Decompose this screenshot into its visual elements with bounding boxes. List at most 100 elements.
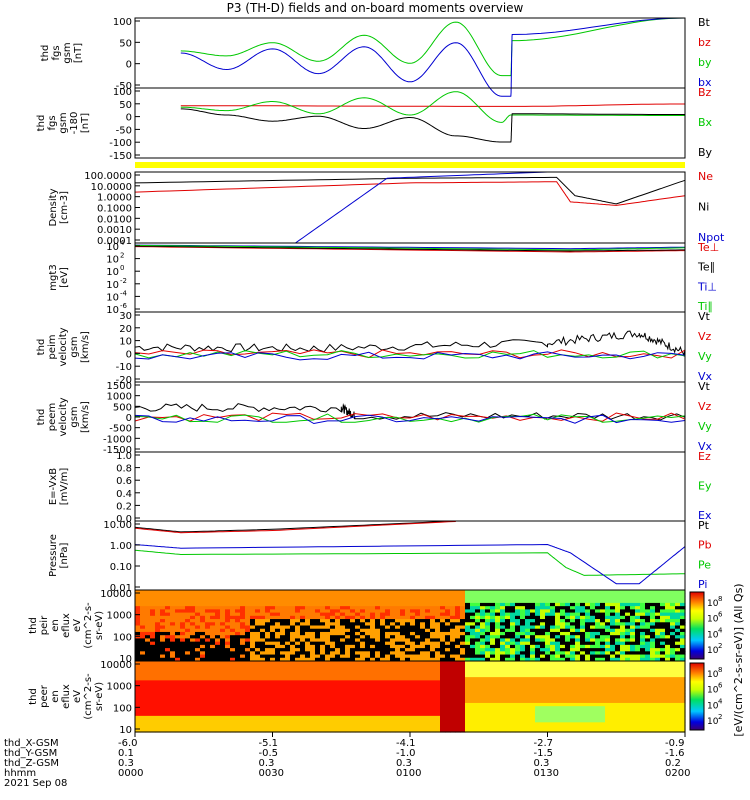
ylabel-line: eflux [61, 613, 72, 638]
series-fgs-gsm-rot-1 [180, 91, 685, 123]
ytick-label: 10.0000 [91, 182, 132, 193]
ytick-label: -100 [109, 138, 132, 149]
legend-ti∥: Ti∥ [697, 300, 713, 313]
panel-efield: 1.0 0.80.6 0.40.2 0.0 E=-VxB [mV/m] Ez Ey Ex [48, 450, 712, 525]
colorbar-tick-exp: 4 [718, 626, 723, 634]
orbit-value-x: -4.1 [396, 738, 416, 749]
ytick-label: -1000 [103, 434, 132, 445]
series-density-1 [134, 176, 686, 205]
ytick-label: 100 [113, 87, 132, 98]
ytick-label: -500 [109, 424, 132, 435]
colorbar-tick: 10 [707, 615, 719, 625]
orbit-value-z: 0.2 [665, 758, 681, 769]
panel-fgs-gsm: 100 50 0 -50 thd fgs gsm [nT] Bt bz by bx [40, 16, 712, 97]
colorbar-label: [eV/(cm^2-s-sr-eV)] (All Qs) [732, 583, 745, 736]
ytick-label: 1000 [107, 392, 132, 403]
orbit-value-y: -1.5 [533, 748, 554, 759]
series-fgs-gsm-rot-2 [180, 108, 685, 143]
ylabel-line: E=-VxB [48, 468, 59, 505]
ytick-label: -150 [109, 151, 132, 162]
orbit-value-z: 0.3 [258, 758, 275, 769]
legend-ne: Ne [698, 170, 713, 183]
legend-ti⊥: Ti⊥ [697, 280, 717, 293]
ytick-label: 0.0100 [97, 214, 132, 225]
orbit-value-y: -1.0 [396, 748, 416, 759]
orbit-row-label: thd_X-GSM [4, 738, 59, 749]
ytick-label: 0.0001 [97, 236, 132, 247]
orbit-value-x: -5.1 [258, 738, 279, 749]
ytick-label: 1500 [107, 381, 132, 392]
ytick-exp: 2 [120, 252, 124, 260]
colorbar-tick: 10 [707, 701, 719, 711]
ytick-label: 10000 [100, 589, 132, 600]
ytick-label: 10 [119, 654, 132, 665]
ytick-label: 0.8 [116, 464, 132, 475]
ylabel-line: peem [47, 403, 58, 431]
series-peem-velocity-1 [134, 412, 686, 422]
panel-peer-eflux: 10000 1000 100 10 thd peer en eflux eV (cm^2-s-sr… [28, 660, 686, 736]
ytick-label: 10.00 [103, 520, 132, 531]
series-moms-temp-1 [134, 245, 685, 252]
panel-peir-eflux: 10000 1000 100 10 thd peir en eflux eV (cm^2-s-sr… [28, 589, 686, 665]
legend-vz: Vz [698, 330, 712, 343]
ylabel-line: Pressure [48, 534, 59, 577]
series-peem-velocity-2 [134, 413, 686, 423]
legend-ex: Ex [698, 509, 712, 522]
panel-fgs-gsm-rot: 100 50 0-50 -100 -150 thd fgs gsm -180 [nT] Bz Bx By [36, 86, 713, 162]
colorbar-tick: 10 [707, 686, 719, 696]
ylabel-line: velocity [58, 327, 69, 366]
legend-vz: Vz [698, 400, 712, 413]
ytick-label: 100 [113, 632, 132, 643]
legend-bt: Bt [698, 16, 711, 29]
ylabel-line: eV [72, 619, 83, 632]
ytick-label: 1.00 [110, 541, 132, 552]
orbit-value-y: -1.6 [665, 748, 685, 759]
ylabel-line: [km/s] [80, 331, 91, 363]
series-density-0 [134, 181, 686, 206]
ytick-label: 10 [106, 255, 119, 266]
ytick-exp: 4 [120, 239, 125, 247]
ytick-label: 1000 [107, 682, 132, 693]
ylabel-line: eV [72, 690, 83, 703]
orbit-value-hhmm: 0100 [396, 768, 422, 779]
ytick-label: 0.10 [110, 562, 132, 573]
ylabel-line: thd [36, 409, 47, 426]
ylabel-line: [nT] [80, 113, 91, 133]
colorbar-tick-exp: 8 [718, 595, 722, 603]
legend-pt: Pt [698, 519, 710, 532]
ytick-label: 100 [113, 703, 132, 714]
ylabel-line: peer [39, 684, 50, 708]
orbit-value-x: -0.9 [665, 738, 685, 749]
orbit-value-hhmm: 0030 [258, 768, 284, 779]
ylabel-line: Density [48, 188, 59, 226]
orbit-value-z: 0.3 [396, 758, 412, 769]
ytick-label: 10 [106, 305, 119, 316]
panel-density: 100.000010.00001.00000.10000.01000.00100… [48, 170, 725, 247]
ytick-exp: -2 [120, 277, 127, 285]
ytick-label: 0.1000 [97, 204, 132, 215]
ylabel-line: fgs [47, 115, 58, 130]
colorbar-tick: 10 [707, 599, 719, 609]
legend-bx: Bx [698, 116, 713, 129]
ytick-label: -50 [116, 125, 132, 136]
ylabel-line: -180 [69, 112, 80, 135]
ylabel-line: peim [47, 334, 58, 359]
orbit-value-z: 0.3 [533, 758, 550, 769]
ylabel-line: thd [36, 115, 47, 132]
orbit-row-label: thd_Y-GSM [4, 748, 58, 759]
series-pressure-3 [134, 543, 686, 585]
ytick-label: 1.0 [116, 451, 132, 462]
legend-pe: Pe [698, 558, 711, 571]
ytick-label: 100.0000 [84, 171, 132, 182]
colorbar-tick: 10 [707, 646, 719, 656]
ytick-label: -20 [116, 375, 132, 386]
ytick-label: 10000 [100, 660, 132, 671]
series-peem-velocity-3 [134, 414, 686, 425]
ylabel-line: eflux [61, 684, 72, 709]
ytick-exp: 0 [120, 264, 124, 272]
ylabel-line: [mV/m] [59, 468, 70, 506]
